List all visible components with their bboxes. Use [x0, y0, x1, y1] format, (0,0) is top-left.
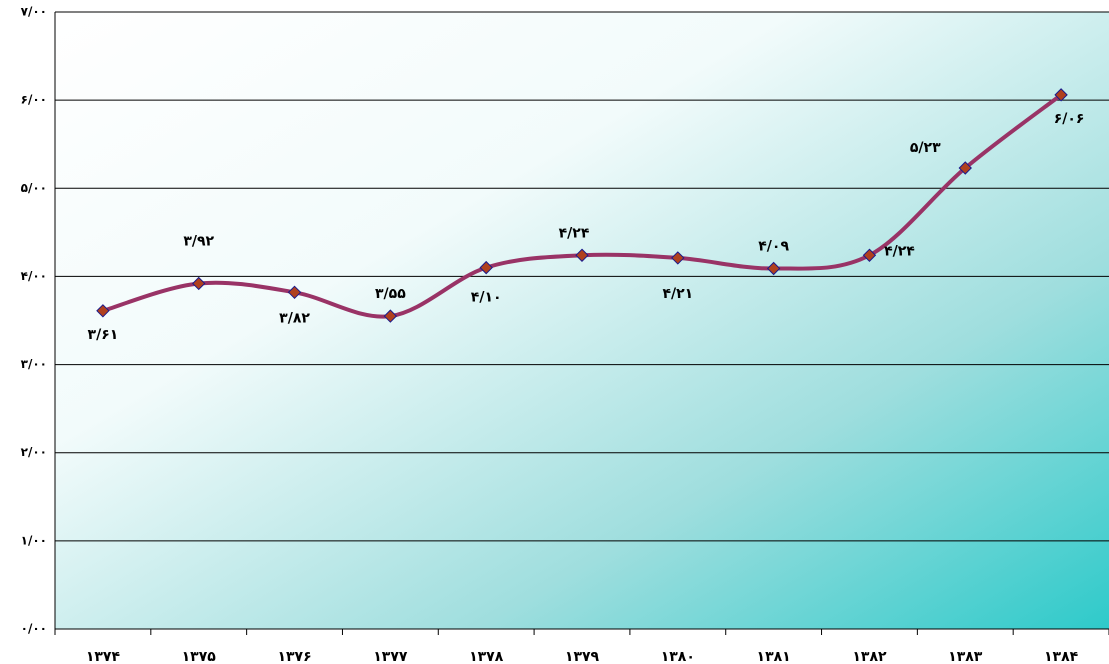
data-label: ۳/۸۲ — [279, 310, 310, 326]
data-label: ۴/۲۴ — [559, 225, 590, 241]
marker — [192, 276, 206, 291]
data-label: ۳/۵۵ — [375, 286, 406, 302]
marker — [96, 304, 110, 318]
marker — [1054, 88, 1068, 102]
y-tick-label: ۰/۰۰ — [21, 622, 47, 636]
y-tick-label: ۵/۰۰ — [21, 181, 47, 195]
x-tick-label: ۱۳۷۶ — [277, 649, 311, 664]
marker — [862, 248, 877, 262]
plot-area — [55, 12, 1109, 629]
x-tick-label: ۱۳۷۵ — [182, 649, 217, 664]
marker — [766, 261, 781, 276]
marker — [671, 251, 685, 265]
marker — [958, 161, 972, 175]
marker — [575, 248, 589, 262]
data-label: ۴/۲۱ — [662, 286, 693, 302]
x-tick-label: ۱۳۸۱ — [757, 649, 791, 664]
marker — [287, 285, 302, 300]
data-label: ۳/۶۱ — [88, 327, 119, 343]
y-tick-label: ۷/۰۰ — [21, 5, 47, 19]
data-label: ۴/۰۹ — [758, 238, 789, 254]
x-tick-label: ۱۳۷۷ — [373, 649, 408, 664]
y-tick-label: ۱/۰۰ — [21, 533, 47, 547]
data-label: ۳/۹۲ — [183, 233, 214, 249]
data-label: ۴/۲۴ — [884, 243, 915, 259]
x-tick-label: ۱۳۸۳ — [948, 649, 983, 664]
data-label: ۶/۰۶ — [1054, 111, 1085, 127]
x-tick-label: ۱۳۸۲ — [852, 649, 887, 664]
x-tick-label: ۱۳۷۸ — [469, 649, 504, 664]
y-tick-label: ۳/۰۰ — [21, 357, 47, 371]
x-tick-label: ۱۳۷۴ — [86, 649, 121, 664]
y-tick-label: ۴/۰۰ — [21, 269, 47, 283]
y-tick-label: ۶/۰۰ — [21, 93, 47, 107]
y-tick-label: ۲/۰۰ — [21, 445, 47, 459]
x-tick-label: ۱۳۸۰ — [661, 649, 695, 664]
x-tick-label: ۱۳۷۹ — [565, 649, 600, 664]
x-tick-label: ۱۳۸۴ — [1044, 649, 1079, 664]
data-label: ۴/۱۰ — [471, 290, 502, 306]
marker — [383, 309, 398, 323]
marker — [479, 260, 493, 275]
data-label: ۵/۲۳ — [910, 140, 941, 156]
